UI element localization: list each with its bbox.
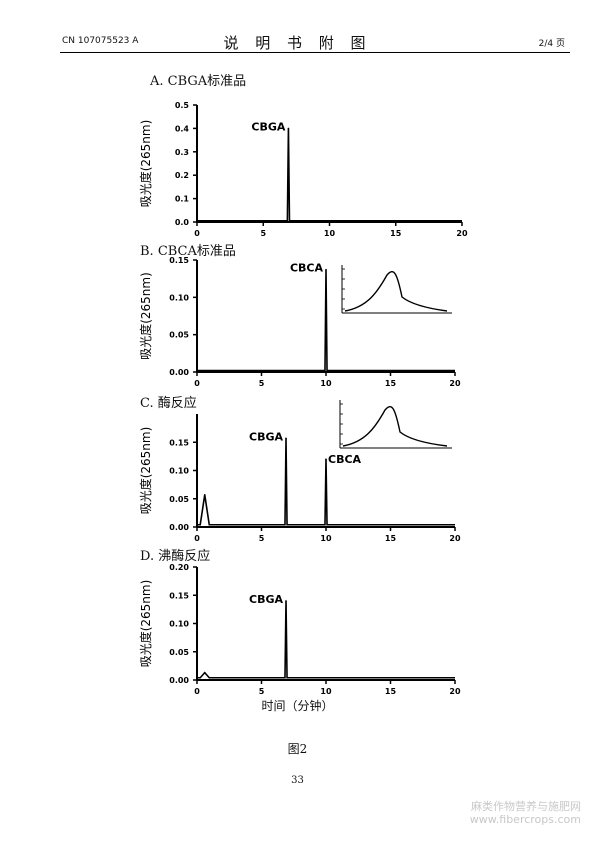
x-tick-label: 20 bbox=[449, 687, 461, 696]
peak-point bbox=[285, 437, 287, 440]
peak-label: CBCA bbox=[328, 453, 362, 466]
x-tick-label: 0 bbox=[194, 534, 200, 543]
x-tick-label: 0 bbox=[194, 687, 200, 696]
x-tick-label: 20 bbox=[449, 534, 461, 543]
y-tick-label: 0.20 bbox=[169, 563, 189, 572]
peak-point bbox=[287, 127, 290, 130]
x-tick-label: 15 bbox=[390, 229, 402, 238]
y-tick-label: 0.10 bbox=[169, 293, 189, 302]
y-axis-label: 吸光度(265nm) bbox=[138, 120, 153, 208]
panel-d-label: D. 沸酶反应 bbox=[140, 549, 211, 564]
x-tick-label: 5 bbox=[259, 534, 265, 543]
y-tick-label: 0.15 bbox=[169, 438, 189, 447]
patent-number: CN 107075523 A bbox=[62, 36, 139, 46]
peak-label: CBGA bbox=[249, 430, 283, 443]
y-tick-label: 0.1 bbox=[175, 195, 190, 204]
x-tick-label: 10 bbox=[320, 687, 332, 696]
chromatogram-trace bbox=[197, 600, 455, 679]
watermark-url: www.fibercrops.com bbox=[469, 813, 581, 826]
peak-point bbox=[285, 600, 287, 602]
page-header-title: 说 明 书 附 图 bbox=[223, 34, 372, 52]
y-tick-label: 0.3 bbox=[175, 148, 189, 157]
x-axis-label: 时间（分钟） bbox=[261, 699, 334, 713]
x-tick-label: 0 bbox=[194, 379, 200, 388]
y-tick-label: 0.10 bbox=[169, 620, 189, 629]
y-tick-label: 0.05 bbox=[169, 495, 189, 504]
y-axis-label: 吸光度(265nm) bbox=[138, 272, 153, 360]
x-tick-label: 15 bbox=[385, 379, 397, 388]
x-tick-label: 10 bbox=[324, 229, 336, 238]
peak-point bbox=[203, 493, 206, 496]
panel-a-label: A. CBGA标准品 bbox=[150, 74, 247, 89]
y-tick-label: 0.15 bbox=[169, 591, 189, 600]
x-tick-label: 10 bbox=[320, 534, 332, 543]
y-axis-label: 吸光度(265nm) bbox=[138, 580, 153, 668]
inset-spectrum-curve bbox=[344, 270, 448, 312]
y-tick-label: 0.00 bbox=[169, 676, 189, 685]
y-tick-label: 0.05 bbox=[169, 331, 189, 340]
x-tick-label: 10 bbox=[320, 379, 332, 388]
y-tick-label: 0.0 bbox=[175, 218, 190, 227]
peak-label: CBGA bbox=[251, 120, 285, 133]
inset-spectrum-curve bbox=[342, 405, 448, 447]
x-tick-label: 5 bbox=[259, 687, 265, 696]
x-tick-label: 20 bbox=[449, 379, 461, 388]
y-tick-label: 0.2 bbox=[175, 171, 189, 180]
y-tick-label: 0.10 bbox=[169, 467, 189, 476]
header-rule bbox=[60, 52, 570, 53]
page-count: 2/4 页 bbox=[538, 39, 565, 49]
peak-point bbox=[325, 458, 327, 461]
y-tick-label: 0.5 bbox=[175, 101, 190, 110]
panel-c-label: C. 酶反应 bbox=[140, 396, 197, 411]
x-tick-label: 5 bbox=[260, 229, 266, 238]
y-tick-label: 0.4 bbox=[175, 124, 190, 133]
watermark-title: 麻类作物营养与施肥网 bbox=[471, 800, 581, 813]
peak-point bbox=[203, 671, 206, 674]
peak-label: CBGA bbox=[249, 593, 283, 606]
x-tick-label: 20 bbox=[456, 229, 468, 238]
y-tick-label: 0.05 bbox=[169, 648, 189, 657]
panel-b-label: B. CBCA标准品 bbox=[140, 244, 236, 259]
y-tick-label: 0.00 bbox=[169, 368, 189, 377]
page-number: 33 bbox=[291, 775, 304, 786]
y-axis-label: 吸光度(265nm) bbox=[138, 427, 153, 515]
y-tick-label: 0.15 bbox=[169, 256, 189, 265]
peak-point bbox=[325, 268, 327, 271]
y-tick-label: 0.00 bbox=[169, 523, 189, 532]
x-tick-label: 0 bbox=[194, 229, 200, 238]
figure-caption: 图2 bbox=[287, 742, 308, 756]
peak-label: CBCA bbox=[290, 262, 324, 275]
x-tick-label: 15 bbox=[385, 534, 397, 543]
uv-spectrum-inset bbox=[339, 400, 452, 449]
x-tick-label: 15 bbox=[385, 687, 397, 696]
x-tick-label: 5 bbox=[259, 379, 265, 388]
uv-spectrum-inset bbox=[341, 265, 452, 314]
